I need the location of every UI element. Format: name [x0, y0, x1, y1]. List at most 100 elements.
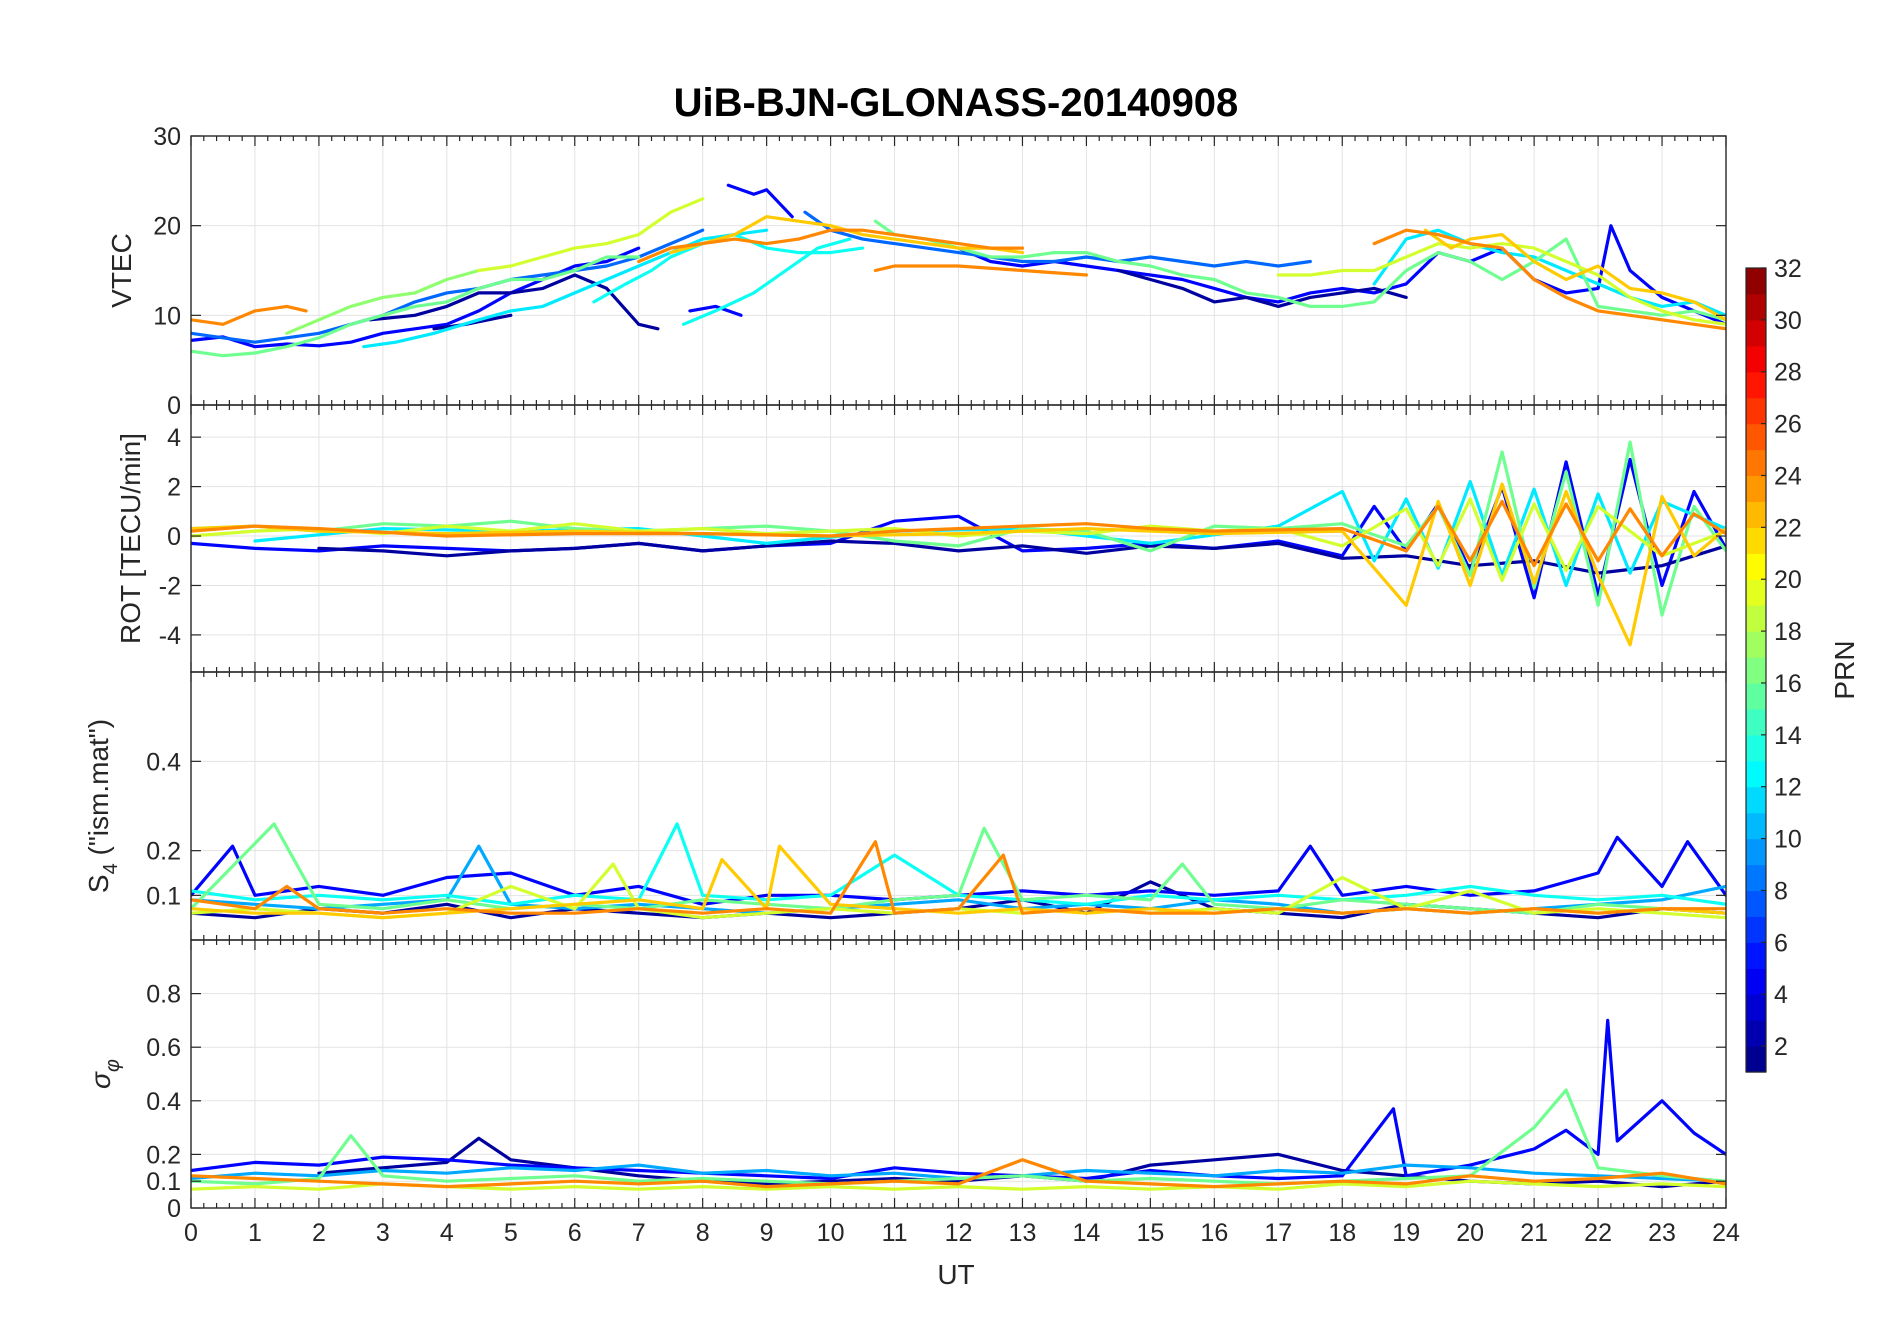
- colorbar-segment: [1746, 1020, 1766, 1047]
- panel-vtec: 0 10 20 30 VTEC: [106, 123, 1727, 420]
- x-tick-label: 4: [440, 1219, 454, 1247]
- colorbar-tick-label: 16: [1774, 670, 1802, 698]
- series-line-prn-5: [191, 835, 1726, 906]
- series-line-prn-24: [873, 264, 1088, 277]
- colorbar-tick-label: 32: [1774, 255, 1802, 283]
- colorbar-segment: [1746, 994, 1766, 1021]
- panel-rot: -4 -2 0 2 4 ROT [TECU/min]: [115, 404, 1727, 673]
- y-tick-label: 10: [153, 302, 181, 330]
- colorbar-segment: [1746, 916, 1766, 943]
- x-tick-label: 0: [184, 1219, 198, 1247]
- series-line-prn-2: [1116, 268, 1408, 308]
- x-tick-label: 1: [248, 1219, 262, 1247]
- colorbar-segment: [1746, 605, 1766, 632]
- colorbar-tick-label: 12: [1774, 774, 1802, 802]
- colorbar-tick-label: 6: [1774, 929, 1788, 957]
- colorbar-segment: [1746, 942, 1766, 969]
- y-tick-label: 20: [153, 213, 181, 241]
- series-line-prn-5: [191, 246, 641, 349]
- colorbar-segment: [1746, 760, 1766, 788]
- y-tick-label: -4: [159, 622, 181, 650]
- colorbar-tick-label: 22: [1774, 514, 1802, 542]
- colorbar-segment: [1746, 268, 1766, 295]
- colorbar-segment: [1746, 786, 1766, 814]
- colorbar-segment: [1746, 890, 1766, 917]
- colorbar-tick-label: 20: [1774, 566, 1802, 594]
- colorbar-tick-label: 10: [1774, 826, 1802, 854]
- series-line-prn-16: [191, 440, 1726, 617]
- series-line-prn-2: [368, 273, 660, 331]
- series-line-prn-5: [726, 183, 794, 219]
- y-tick-label: 2: [167, 474, 181, 502]
- colorbar-segment: [1746, 631, 1766, 658]
- x-tick-label: 12: [945, 1219, 973, 1247]
- colorbar-tick-label: 18: [1774, 618, 1802, 646]
- series-line-prn-12: [362, 228, 769, 349]
- y-tick-label: 0: [167, 392, 181, 420]
- series-line-prn-8: [191, 228, 705, 344]
- x-tick-label: 22: [1584, 1219, 1612, 1247]
- x-tick-label: 18: [1328, 1219, 1356, 1247]
- colorbar-segment: [1746, 345, 1766, 373]
- series-group: [191, 183, 1726, 358]
- colorbar-segment: [1746, 397, 1766, 425]
- y-axis-label: ROT [TECU/min]: [115, 433, 146, 644]
- colorbar-segment: [1746, 864, 1766, 892]
- series-line-prn-17: [285, 268, 481, 335]
- colorbar-tick-label: 24: [1774, 462, 1802, 490]
- x-tick-label: 13: [1009, 1219, 1037, 1247]
- colorbar-segment: [1746, 553, 1766, 580]
- series-group: [191, 822, 1726, 920]
- x-tick-label: 11: [882, 1219, 908, 1247]
- colorbar-segment: [1746, 423, 1766, 451]
- y-tick-label: 30: [153, 123, 181, 151]
- x-tick-label: 20: [1456, 1219, 1484, 1247]
- series-line-prn-13: [191, 822, 1726, 906]
- colorbar-segment: [1746, 657, 1766, 684]
- colorbar-tick-label: 26: [1774, 411, 1802, 439]
- series-line-prn-16: [191, 255, 641, 358]
- colorbar-segment: [1746, 527, 1766, 554]
- colorbar-segment: [1746, 968, 1766, 995]
- x-tick-label: 7: [632, 1219, 646, 1247]
- colorbar-tick-label: 2: [1774, 1033, 1788, 1061]
- series-line-prn-16: [191, 1088, 1726, 1186]
- x-tick-label: 14: [1073, 1219, 1101, 1247]
- colorbar-segment: [1746, 708, 1766, 736]
- colorbar-frame: [1745, 267, 1767, 1073]
- x-tick-label: 10: [817, 1219, 845, 1247]
- x-tick-label: 19: [1392, 1219, 1420, 1247]
- colorbar-segment: [1746, 682, 1766, 710]
- colorbar-tick-label: 28: [1774, 359, 1802, 387]
- y-tick-label: 0.6: [146, 1034, 181, 1062]
- series-line-prn-24: [191, 499, 1726, 568]
- colorbar-segment: [1746, 475, 1766, 503]
- colorbar-segment: [1746, 319, 1766, 347]
- y-tick-label: 0: [167, 1195, 181, 1223]
- series-line-prn-22: [191, 482, 1726, 647]
- y-axis-label: σφ: [85, 1059, 124, 1089]
- x-axis-label: UT: [937, 1259, 974, 1290]
- series-line-prn-13: [681, 237, 852, 326]
- series-group: [191, 440, 1726, 647]
- colorbar-segment: [1746, 501, 1766, 528]
- y-tick-label: 4: [167, 424, 181, 452]
- series-line-prn-8: [803, 210, 1312, 268]
- colorbar-tick-label: 8: [1774, 877, 1788, 905]
- x-tick-label: 6: [568, 1219, 582, 1247]
- series-line-prn-5: [688, 304, 743, 317]
- series-line-prn-24: [1372, 228, 1726, 331]
- series-line-prn-24: [637, 228, 1025, 264]
- series-line-prn-5: [191, 1018, 1726, 1181]
- x-tick-label: 2: [312, 1219, 326, 1247]
- colorbar-segment: [1746, 838, 1766, 866]
- series-line-prn-19: [191, 497, 1726, 583]
- y-tick-label: -2: [159, 572, 181, 600]
- x-tick-label: 9: [760, 1219, 774, 1247]
- series-group: [191, 1018, 1726, 1191]
- colorbar-segment: [1746, 812, 1766, 840]
- x-tick-label: 15: [1136, 1219, 1164, 1247]
- y-tick-label: 0.1: [146, 882, 181, 910]
- y-tick-label: 0.8: [146, 981, 181, 1009]
- x-tick-label: 21: [1520, 1219, 1548, 1247]
